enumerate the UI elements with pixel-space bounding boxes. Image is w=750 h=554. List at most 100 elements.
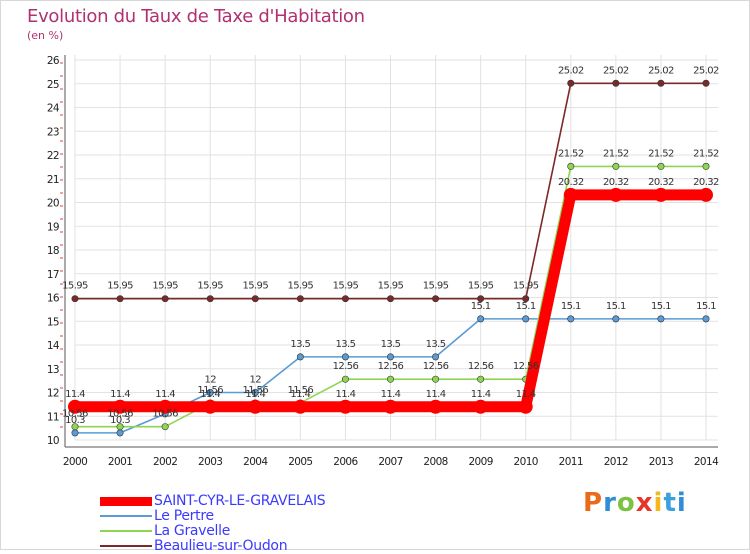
legend-swatch-beaulieu-sur-oudon [100,545,152,547]
data-label-la-gravelle: 12.56 [513,361,539,372]
data-label-saint-cyr-le-gravelais: 11.4 [245,389,265,400]
point-la-gravelle [432,375,440,383]
x-tick-label: 2002 [153,456,177,468]
data-label-beaulieu-sur-oudon: 25.02 [693,65,719,76]
data-label-saint-cyr-le-gravelais: 11.4 [65,389,85,400]
legend-swatch-le-pertre [100,515,152,517]
y-tick-label: 14 [47,340,60,352]
point-le-pertre [702,315,710,323]
point-beaulieu-sur-oudon [341,295,349,303]
x-tick-label: 2010 [514,456,538,468]
data-label-la-gravelle: 12.56 [333,361,359,372]
data-label-beaulieu-sur-oudon: 15.95 [62,281,88,292]
y-tick-label: 25 [47,79,59,91]
data-label-la-gravelle: 11.56 [197,385,223,396]
legend-swatch-la-gravelle [100,530,152,532]
point-la-gravelle [612,162,620,170]
grid [74,55,718,441]
point-le-pertre [386,353,394,361]
data-label-le-pertre: 13.5 [381,339,401,350]
y-tick-label: 21 [47,174,59,186]
data-label-la-gravelle: 21.52 [558,148,584,159]
point-beaulieu-sur-oudon [161,295,169,303]
x-tick-label: 2013 [649,456,673,468]
point-beaulieu-sur-oudon [386,295,394,303]
data-label-le-pertre: 13.5 [426,339,446,350]
data-label-saint-cyr-le-gravelais: 11.4 [290,389,310,400]
x-tick-label: 2009 [468,456,492,468]
point-le-pertre [477,315,485,323]
point-le-pertre [341,353,349,361]
data-label-la-gravelle: 21.52 [693,148,719,159]
data-label-la-gravelle: 21.52 [603,148,629,159]
point-beaulieu-sur-oudon [657,79,665,87]
y-tick-label: 24 [47,103,60,115]
point-beaulieu-sur-oudon [522,295,530,303]
y-tick-label: 26 [47,55,60,67]
point-la-gravelle [567,162,575,170]
chart-title: Evolution du Taux de Taxe d'Habitation [27,6,365,27]
point-le-pertre [567,315,575,323]
data-label-le-pertre: 12 [204,375,216,386]
point-la-gravelle [161,423,169,431]
point-beaulieu-sur-oudon [567,79,575,87]
y-tick-label: 22 [47,150,59,162]
data-label-beaulieu-sur-oudon: 15.95 [107,281,133,292]
point-la-gravelle [657,162,665,170]
point-la-gravelle [477,375,485,383]
data-label-beaulieu-sur-oudon: 15.95 [468,281,494,292]
x-tick-label: 2001 [108,456,132,468]
x-tick-label: 2012 [604,456,628,468]
y-tick-label: 16 [47,293,60,305]
point-saint-cyr-le-gravelais [68,399,82,414]
point-le-pertre [522,315,530,323]
data-label-le-pertre: 12 [250,375,262,386]
data-label-beaulieu-sur-oudon: 15.95 [288,281,314,292]
legend-label-saint-cyr-le-gravelais: SAINT-CYR-LE-GRAVELAIS [154,493,326,509]
point-saint-cyr-le-gravelais [563,187,578,202]
data-label-le-pertre: 15.1 [606,301,626,312]
data-label-le-pertre: 10.3 [65,415,85,426]
data-label-le-pertre: 15.1 [561,301,581,312]
point-le-pertre [432,353,440,361]
y-tick-label: 17 [47,269,59,281]
data-label-saint-cyr-le-gravelais: 20.32 [558,177,584,188]
data-label-beaulieu-sur-oudon: 25.02 [558,65,584,76]
data-label-beaulieu-sur-oudon: 15.95 [242,281,268,292]
point-la-gravelle [116,423,124,431]
point-saint-cyr-le-gravelais [428,399,443,414]
point-le-pertre [612,315,620,323]
point-saint-cyr-le-gravelais [203,399,218,414]
point-beaulieu-sur-oudon [702,79,710,87]
logo-letter: o [616,488,636,518]
y-tick-label: 15 [47,316,59,328]
data-label-le-pertre: 13.5 [290,339,310,350]
point-le-pertre [71,429,79,437]
x-tick-label: 2008 [423,456,447,468]
logo-letter: x [635,488,654,518]
data-label-le-pertre: 15.1 [651,301,671,312]
y-tick-label: 18 [47,245,59,257]
point-saint-cyr-le-gravelais [248,399,263,414]
x-tick-label: 2000 [63,456,87,468]
data-label-la-gravelle: 21.52 [648,148,674,159]
point-la-gravelle [702,162,710,170]
point-le-pertre [296,353,304,361]
y-tick-label: 20 [47,198,59,210]
point-la-gravelle [341,375,349,383]
data-label-saint-cyr-le-gravelais: 11.4 [516,389,536,400]
point-saint-cyr-le-gravelais [338,399,353,414]
axes: 10 11 12 13 14 15 16 17 18 19 20 21 22 23 24 25 26 2000 20… [47,55,720,468]
legend-swatch-saint-cyr-le-gravelais [100,496,152,506]
point-beaulieu-sur-oudon [612,79,620,87]
data-label-saint-cyr-le-gravelais: 11.4 [471,389,491,400]
point-beaulieu-sur-oudon [432,295,440,303]
y-tick-label: 12 [47,388,59,400]
data-label-saint-cyr-le-gravelais: 20.32 [648,177,674,188]
point-saint-cyr-le-gravelais [293,399,308,414]
point-le-pertre [251,388,259,396]
data-labels: 11.4 11.4 11.4 11.4 11.4 11.4 11.4 11.4 11.4 11.4… [62,65,719,426]
x-tick-label: 2004 [243,456,268,468]
